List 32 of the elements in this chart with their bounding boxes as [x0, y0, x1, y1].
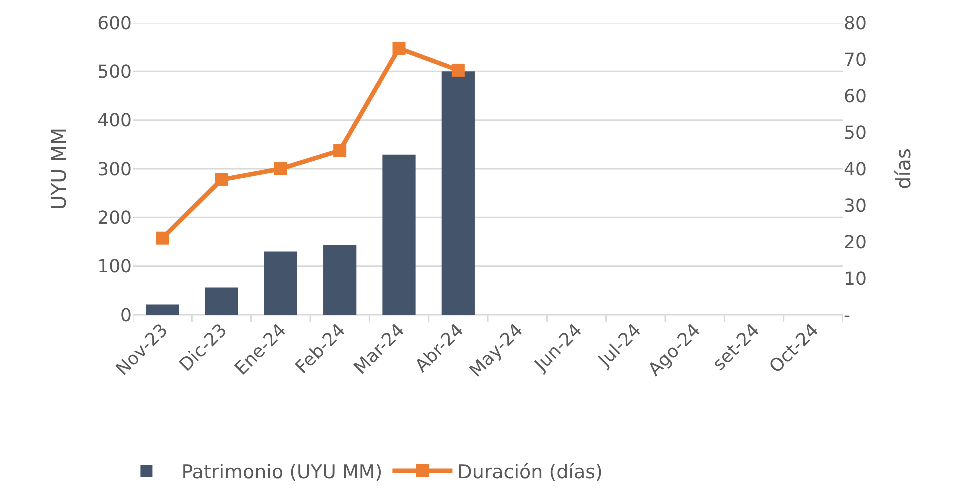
y-tick-label: 300 — [98, 159, 132, 180]
bar — [205, 288, 238, 315]
y-tick-label: 600 — [98, 13, 132, 34]
y2-tick-label: 60 — [844, 86, 867, 108]
y-tick-label: 100 — [98, 256, 132, 278]
y-tick-label: 400 — [98, 110, 132, 132]
bar — [264, 252, 298, 315]
bar — [146, 304, 180, 315]
y2-tick-label: - — [844, 305, 850, 326]
y2-axis-title: días — [891, 148, 916, 190]
point — [156, 232, 170, 245]
y-tick-label: 200 — [98, 208, 132, 229]
point — [215, 173, 228, 186]
point — [334, 144, 347, 158]
legend-label: Duración (días) — [458, 461, 603, 484]
y-axis-title: UYU MM — [47, 128, 72, 210]
y2-tick-label: 40 — [844, 159, 867, 180]
y2-tick-label: 10 — [844, 268, 867, 290]
point — [392, 42, 406, 56]
y2-tick-label: 20 — [844, 232, 867, 254]
y-tick-label: 0 — [120, 305, 132, 326]
y2-tick-label: 80 — [844, 13, 867, 34]
point — [274, 162, 288, 176]
bar — [442, 72, 475, 315]
bar — [324, 245, 357, 315]
bar — [382, 154, 416, 315]
legend-label: Patrimonio (UYU MM) — [182, 461, 383, 484]
y2-tick-label: 70 — [844, 50, 867, 71]
y2-tick-label: 30 — [844, 196, 867, 217]
point — [452, 64, 465, 77]
y-tick-label: 500 — [98, 62, 132, 83]
y2-tick-label: 50 — [844, 122, 867, 144]
